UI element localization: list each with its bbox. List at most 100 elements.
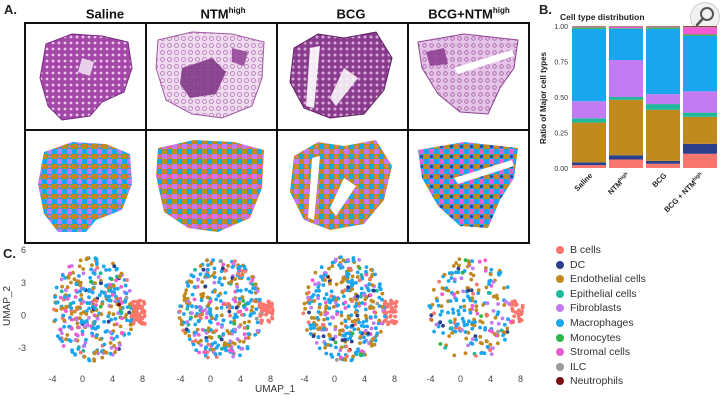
- umap-point: [205, 258, 210, 262]
- umap-point: [429, 318, 434, 322]
- umap-point: [87, 358, 92, 363]
- umap-point: [270, 307, 275, 312]
- umap-point: [136, 306, 140, 310]
- umap-x-tick-label: 0: [458, 374, 463, 384]
- umap-point: [120, 331, 125, 336]
- umap-point: [381, 308, 386, 312]
- umap-point: [244, 307, 249, 312]
- umap-point: [449, 276, 454, 280]
- umap-point: [94, 260, 99, 265]
- umap-point: [307, 298, 312, 303]
- umap-point: [474, 282, 479, 287]
- umap-point: [468, 308, 472, 312]
- umap-point: [319, 265, 324, 270]
- umap-point: [345, 354, 349, 359]
- umap-point: [135, 314, 139, 319]
- umap-point: [127, 289, 132, 293]
- umap-point: [249, 308, 254, 313]
- umap-point: [108, 288, 113, 293]
- umap-point: [349, 358, 354, 363]
- umap-point: [492, 332, 497, 336]
- umap-point: [491, 346, 495, 350]
- umap-point: [353, 310, 358, 315]
- umap-point: [209, 320, 213, 325]
- umap-point: [482, 351, 487, 356]
- panel-a-letter: A.: [4, 2, 17, 17]
- umap-point: [479, 351, 484, 356]
- umap-point: [475, 311, 480, 316]
- umap-point: [108, 341, 113, 345]
- umap-point: [346, 304, 351, 309]
- umap-point: [430, 302, 435, 307]
- umap-point: [457, 263, 461, 268]
- bar-segment: [609, 28, 643, 29]
- bar-segment: [683, 26, 717, 27]
- umap-point: [67, 338, 71, 342]
- umap-point: [350, 331, 355, 336]
- umap-point: [127, 310, 132, 315]
- umap-point: [473, 334, 478, 338]
- umap-point: [369, 341, 374, 345]
- umap-point: [215, 306, 219, 311]
- umap-point: [435, 298, 440, 303]
- umap-point: [217, 334, 222, 339]
- umap-point: [219, 259, 224, 264]
- umap-point: [203, 346, 208, 351]
- umap-point: [383, 314, 387, 319]
- umap-point: [197, 333, 201, 337]
- legend-label: Monocytes: [570, 331, 621, 344]
- umap-point: [337, 263, 342, 268]
- umap-x-tick-label: -4: [48, 374, 56, 384]
- umap-point: [90, 331, 94, 336]
- umap-point: [485, 301, 490, 306]
- umap-point: [79, 293, 84, 297]
- umap-point: [385, 305, 390, 309]
- umap-point: [206, 273, 211, 278]
- umap-point: [101, 264, 106, 269]
- umap-point: [218, 299, 223, 303]
- umap-point: [470, 337, 475, 342]
- umap-point: [227, 343, 232, 348]
- umap-point: [378, 282, 382, 287]
- umap-point: [190, 292, 195, 297]
- umap-point: [226, 264, 231, 268]
- legend-label: Endothelial cells: [570, 273, 646, 286]
- umap-point: [451, 307, 455, 312]
- umap-point: [193, 322, 198, 327]
- umap-point: [321, 334, 326, 339]
- umap-point: [347, 331, 351, 336]
- umap-point: [211, 258, 216, 262]
- umap-point: [358, 330, 363, 335]
- legend-swatch: [556, 333, 564, 342]
- umap-point: [327, 266, 331, 271]
- umap-point: [255, 320, 260, 325]
- umap-point: [341, 277, 346, 282]
- umap-point: [56, 334, 60, 338]
- umap-point: [135, 318, 140, 322]
- bar-segment: [683, 35, 717, 92]
- umap-point: [213, 340, 218, 345]
- y-tick-label: 0.75: [554, 60, 568, 67]
- umap-point: [63, 288, 68, 293]
- umap-point: [517, 319, 522, 324]
- umap-y-tick-label: 6: [21, 246, 26, 255]
- umap-point: [303, 306, 307, 311]
- umap-point: [189, 280, 194, 284]
- umap-point: [199, 298, 204, 303]
- umap-point: [434, 322, 439, 327]
- umap-x-axis-label: UMAP_1: [255, 384, 295, 395]
- column-title-bcg-ntm-high: BCG+NTMhigh: [428, 6, 510, 22]
- umap-point: [217, 280, 221, 284]
- umap-point: [360, 276, 365, 281]
- umap-point: [330, 355, 335, 359]
- umap-point: [99, 281, 103, 286]
- umap-point: [488, 348, 493, 353]
- umap-point: [59, 277, 64, 282]
- umap-point: [312, 299, 317, 303]
- umap-point: [454, 261, 458, 265]
- umap-point: [267, 310, 272, 315]
- umap-point: [204, 338, 209, 343]
- umap-point: [205, 350, 210, 355]
- umap-point: [330, 315, 334, 320]
- umap-point: [254, 299, 258, 304]
